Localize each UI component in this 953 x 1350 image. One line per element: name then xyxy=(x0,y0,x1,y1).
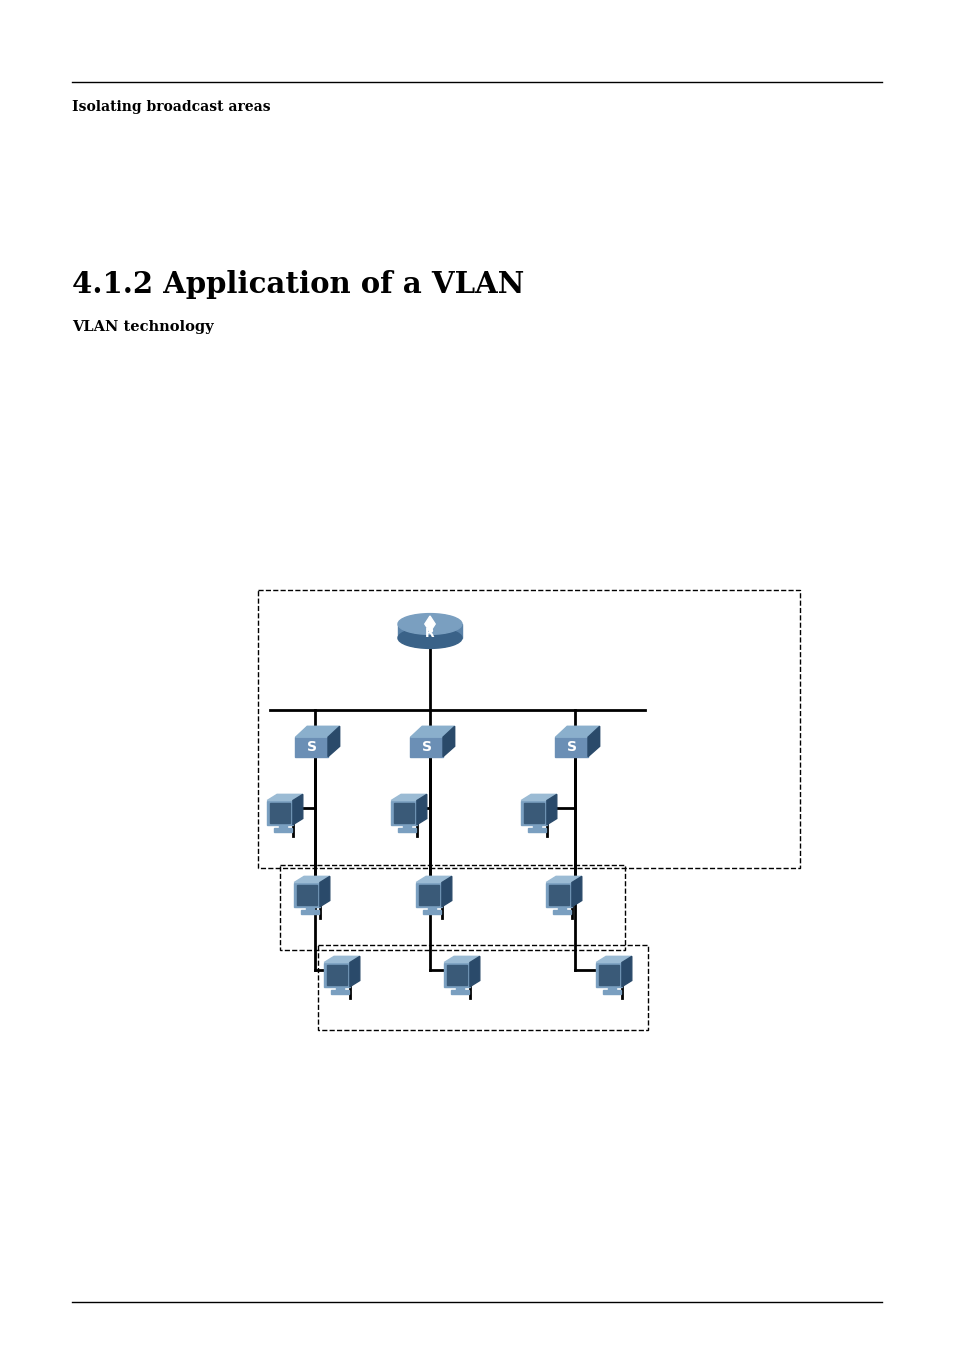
Polygon shape xyxy=(533,825,540,828)
Polygon shape xyxy=(295,726,339,737)
Polygon shape xyxy=(402,825,411,828)
Polygon shape xyxy=(410,726,455,737)
Polygon shape xyxy=(416,883,441,907)
Polygon shape xyxy=(596,963,621,987)
Text: S: S xyxy=(307,740,316,753)
Polygon shape xyxy=(394,803,414,822)
Polygon shape xyxy=(350,956,359,987)
Polygon shape xyxy=(270,803,290,822)
Polygon shape xyxy=(545,883,571,907)
Polygon shape xyxy=(267,801,293,825)
Polygon shape xyxy=(397,828,416,832)
Polygon shape xyxy=(470,956,479,987)
Polygon shape xyxy=(416,794,426,825)
Polygon shape xyxy=(416,876,452,883)
Text: 4.1.2 Application of a VLAN: 4.1.2 Application of a VLAN xyxy=(71,270,524,298)
Polygon shape xyxy=(295,737,328,757)
Polygon shape xyxy=(328,726,339,757)
Ellipse shape xyxy=(397,614,461,634)
Text: Isolating broadcast areas: Isolating broadcast areas xyxy=(71,100,271,113)
Polygon shape xyxy=(306,907,314,910)
Polygon shape xyxy=(441,876,452,907)
Polygon shape xyxy=(444,963,470,987)
Polygon shape xyxy=(410,737,442,757)
Polygon shape xyxy=(319,876,330,907)
Polygon shape xyxy=(587,726,599,757)
Polygon shape xyxy=(301,910,318,914)
Polygon shape xyxy=(324,956,359,963)
Polygon shape xyxy=(607,987,616,990)
Polygon shape xyxy=(423,910,440,914)
Polygon shape xyxy=(596,956,631,963)
Polygon shape xyxy=(558,907,565,910)
Polygon shape xyxy=(424,616,435,632)
Polygon shape xyxy=(553,910,570,914)
Polygon shape xyxy=(546,794,557,825)
Polygon shape xyxy=(335,987,344,990)
Polygon shape xyxy=(267,794,302,801)
Polygon shape xyxy=(520,801,546,825)
Ellipse shape xyxy=(397,628,461,648)
Polygon shape xyxy=(446,965,467,984)
Polygon shape xyxy=(294,876,330,883)
Polygon shape xyxy=(548,886,569,904)
Polygon shape xyxy=(274,828,292,832)
Polygon shape xyxy=(293,794,302,825)
Text: S: S xyxy=(566,740,577,753)
Polygon shape xyxy=(391,801,416,825)
Polygon shape xyxy=(296,886,317,904)
Polygon shape xyxy=(278,825,287,828)
Polygon shape xyxy=(442,726,455,757)
Polygon shape xyxy=(598,965,618,984)
Polygon shape xyxy=(324,963,350,987)
Polygon shape xyxy=(528,828,545,832)
Text: VLAN technology: VLAN technology xyxy=(71,320,213,333)
Polygon shape xyxy=(571,876,581,907)
Polygon shape xyxy=(451,990,468,994)
Polygon shape xyxy=(327,965,347,984)
Polygon shape xyxy=(523,803,544,822)
Text: S: S xyxy=(421,740,432,753)
Polygon shape xyxy=(444,956,479,963)
Polygon shape xyxy=(294,883,319,907)
Polygon shape xyxy=(418,886,438,904)
Polygon shape xyxy=(456,987,463,990)
Polygon shape xyxy=(391,794,426,801)
Polygon shape xyxy=(621,956,631,987)
Polygon shape xyxy=(545,876,581,883)
Polygon shape xyxy=(602,990,620,994)
Polygon shape xyxy=(520,794,557,801)
Text: R: R xyxy=(425,626,435,640)
Polygon shape xyxy=(331,990,349,994)
Polygon shape xyxy=(428,907,436,910)
Polygon shape xyxy=(555,726,599,737)
Polygon shape xyxy=(397,624,461,639)
Polygon shape xyxy=(555,737,587,757)
